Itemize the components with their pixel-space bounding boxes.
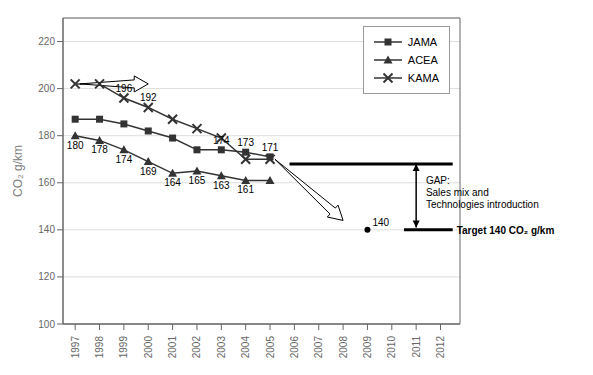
svg-text:200: 200 <box>38 83 55 94</box>
svg-text:2001: 2001 <box>167 336 178 359</box>
svg-text:1999: 1999 <box>118 336 129 359</box>
svg-text:196: 196 <box>116 83 133 94</box>
svg-text:140: 140 <box>38 224 55 235</box>
svg-text:GAP:Sales mix andTechnologies: GAP:Sales mix andTechnologies introducti… <box>426 175 539 210</box>
svg-text:220: 220 <box>38 36 55 47</box>
svg-text:2009: 2009 <box>362 336 373 359</box>
svg-text:161: 161 <box>237 184 254 195</box>
svg-text:2006: 2006 <box>289 336 300 359</box>
svg-text:2003: 2003 <box>216 336 227 359</box>
svg-text:140: 140 <box>372 217 389 228</box>
svg-text:2010: 2010 <box>386 336 397 359</box>
svg-text:1998: 1998 <box>94 336 105 359</box>
svg-text:165: 165 <box>189 175 206 186</box>
svg-text:2000: 2000 <box>143 336 154 359</box>
svg-text:180: 180 <box>67 140 84 151</box>
svg-text:173: 173 <box>237 137 254 148</box>
svg-text:180: 180 <box>38 130 55 141</box>
svg-text:2008: 2008 <box>338 336 349 359</box>
html-text:ACEA: ACEA <box>407 54 438 66</box>
svg-text:2012: 2012 <box>435 336 446 359</box>
svg-text:1997: 1997 <box>70 336 81 359</box>
svg-text:2011: 2011 <box>411 336 422 358</box>
svg-text:2004: 2004 <box>240 336 251 359</box>
svg-text:174: 174 <box>116 154 133 165</box>
svg-text:171: 171 <box>262 142 279 153</box>
svg-text:120: 120 <box>38 271 55 282</box>
svg-text:2005: 2005 <box>265 336 276 359</box>
html-text:JAMA: JAMA <box>407 36 438 48</box>
html-text:KAMA: KAMA <box>407 72 439 84</box>
svg-text:160: 160 <box>38 177 55 188</box>
svg-text:174: 174 <box>213 135 230 146</box>
svg-text:169: 169 <box>140 166 157 177</box>
svg-text:178: 178 <box>91 144 108 155</box>
svg-text:Target 140 CO₂ g/km: Target 140 CO₂ g/km <box>457 224 555 235</box>
svg-text:2007: 2007 <box>313 336 324 359</box>
svg-text:CO₂ g/km: CO₂ g/km <box>11 145 25 197</box>
svg-text:100: 100 <box>38 319 55 330</box>
svg-text:163: 163 <box>213 180 230 191</box>
svg-text:192: 192 <box>140 92 157 103</box>
svg-text:164: 164 <box>164 177 181 188</box>
svg-text:2002: 2002 <box>191 336 202 359</box>
